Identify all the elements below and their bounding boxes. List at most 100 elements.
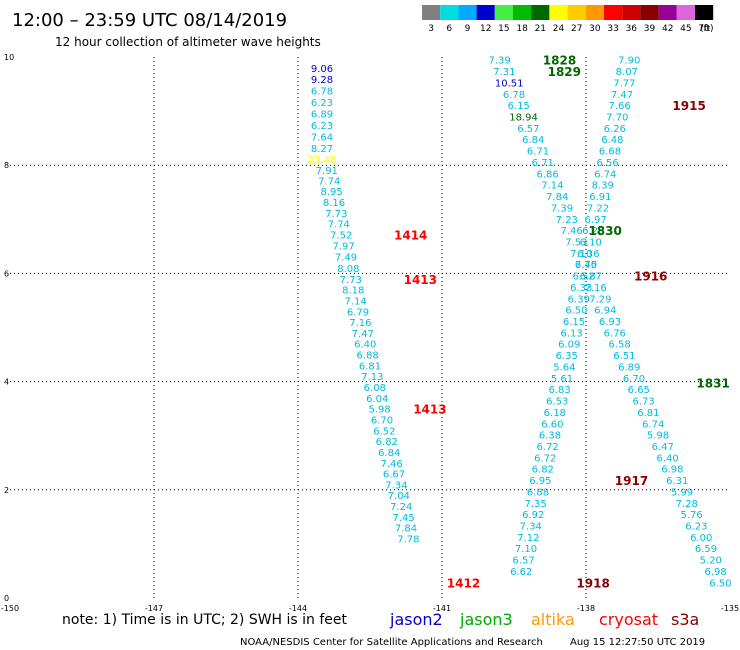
data-point: 6.95 [529,476,551,487]
data-point: 8.39 [592,181,614,192]
scale-tick: 33 [607,24,618,34]
data-point: 9.28 [311,75,333,86]
data-point: 6.92 [522,510,544,521]
data-point: 6.56 [596,158,618,169]
data-point: 6.39 [568,294,590,305]
data-point: 6.70 [623,374,645,385]
data-point: 6.52 [373,426,395,437]
pass-time-label: 1918 [576,576,609,590]
scale-tick: 18 [516,24,528,34]
data-point: 18.94 [509,113,538,124]
data-point: 5.76 [680,510,702,521]
data-point: 6.23 [685,522,707,533]
data-point: 7.46 [380,459,402,470]
x-tick-label: -144 [289,604,307,613]
data-point: 5.64 [553,362,575,373]
scale-tick: 24 [553,24,565,34]
y-tick-label: 0 [4,594,9,603]
data-point: 6.65 [628,385,650,396]
scale-tick: 9 [465,24,471,34]
data-point: 6.23 [311,98,333,109]
data-point: 6.81 [359,361,381,372]
scale-swatch [640,5,659,20]
scale-tick: 45 [680,24,691,34]
data-point: 6.72 [534,453,556,464]
data-point: 6.68 [599,147,621,158]
scale-tick: 27 [571,24,582,34]
data-point: 7.84 [395,524,417,535]
data-point: 6.51 [613,351,635,362]
scale-tick: 15 [498,24,509,34]
satellite-legend-item: jason2 [389,610,443,629]
data-point: 6.35 [556,351,578,362]
data-point: 7.04 [388,491,410,502]
data-point: 7.70 [606,113,628,124]
data-point: 7.14 [541,181,563,192]
data-point: 6.57 [512,556,534,567]
data-point: 6.87 [580,272,602,283]
time-labels: 1828182918301831183214141413141314121915… [394,54,730,591]
pass-time-label: 1831 [696,377,729,391]
scale-tick: 36 [626,24,638,34]
data-point: 6.60 [541,419,563,430]
data-point: 6.40 [354,340,376,351]
axis-ticks: -150 -147 -144 -141 -138 -135 0 2 4 6 8 10 [1,53,739,613]
data-point: 6.72 [536,442,558,453]
footer-note: note: 1) Time is in UTC; 2) SWH is in fe… [62,612,348,628]
data-point: 6.58 [608,340,630,351]
x-tick-label: -141 [433,604,451,613]
grid [10,57,730,598]
data-point: 7.73 [340,275,362,286]
data-point: 7.77 [613,78,635,89]
data-point: 6.08 [364,383,386,394]
x-tick-label: -150 [1,604,19,613]
data-point: 6.78 [311,87,333,98]
scale-swatch [585,5,604,20]
pass-time-label: 1917 [615,474,648,488]
data-point: 7.22 [587,203,609,214]
data-point: 7.34 [385,480,407,491]
data-point: 6.36 [577,249,599,260]
data-point: 6.82 [532,465,554,476]
satellite-legend-item: jason3 [459,610,513,629]
data-points: 9.069.286.786.236.896.237.648.2723.487.9… [308,56,732,590]
data-point: 8.07 [616,67,638,78]
data-point: 6.89 [311,109,333,120]
pass-time-label: 1413 [404,273,437,287]
data-point: 7.97 [332,241,354,252]
data-point: 6.88 [356,351,378,362]
data-point: 7.10 [515,544,537,555]
data-point: 6.13 [560,328,582,339]
data-point: 7.78 [397,534,419,545]
scale-swatch [476,5,495,20]
data-point: 6.70 [371,415,393,426]
data-point: 7.91 [316,166,338,177]
scale-swatch [494,5,513,20]
data-point: 6.20 [582,226,604,237]
data-point: 6.94 [594,306,616,317]
pass-time-label: 1412 [447,576,480,590]
scale-swatch [458,5,477,20]
data-point: 7.24 [390,502,412,513]
data-point: 6.91 [589,192,611,203]
scale-swatch [622,5,641,20]
data-point: 6.70 [575,260,597,271]
data-point: 7.45 [392,513,414,524]
data-point: 6.98 [661,465,683,476]
scale-tick: 12 [480,24,491,34]
data-point: 6.73 [632,397,654,408]
data-point: 9.06 [311,64,333,75]
satellite-legend-item: cryosat [599,610,658,629]
pass-time-label: 1414 [394,228,427,242]
scale-swatch [658,5,677,20]
data-point: 7.29 [589,294,611,305]
data-point: 6.04 [366,394,388,405]
data-point: 7.90 [618,56,640,67]
data-point: 7.39 [488,56,510,67]
data-point: 6.50 [709,578,731,589]
scale-swatch [604,5,623,20]
data-point: 6.67 [383,470,405,481]
data-point: 6.00 [690,533,712,544]
data-point: 7.14 [344,296,366,307]
